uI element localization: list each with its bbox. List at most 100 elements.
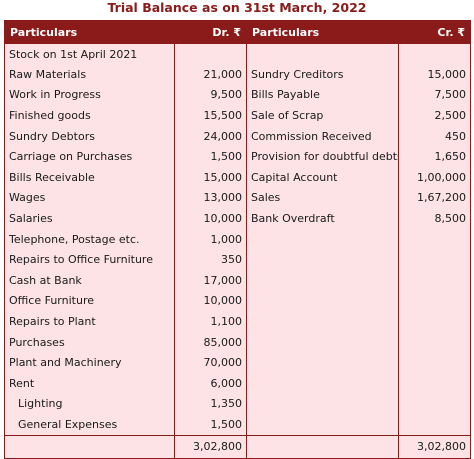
debit-amount: 1,100 (174, 311, 247, 332)
ledger-row: Rent 6,000 (4, 372, 471, 394)
credit-total: 3,02,800 (398, 434, 471, 459)
ledger-row: Carriage on Purchases 1,500 Provision for … (4, 146, 471, 167)
credit-amount: 7,500 (398, 84, 471, 106)
debit-account-name: Carriage on Purchases (4, 146, 175, 167)
debit-amount: 21,000 (174, 64, 247, 85)
credit-particulars-header: Particulars (246, 20, 399, 44)
credit-amount: 1,00,000 (398, 166, 471, 188)
ledger-row: Purchases 85,000 (4, 331, 471, 353)
debit-account-name: Finished goods (4, 105, 175, 126)
credit-account-name: Provision for doubtful debts (246, 146, 399, 167)
debit-account-name: Salaries (4, 208, 175, 229)
total-row: 3,02,800 3,02,800 (4, 434, 471, 459)
header-row: Particulars Dr. ₹ Particulars Cr. ₹ (4, 20, 471, 44)
document-title: Trial Balance as on 31st March, 2022 (107, 0, 367, 15)
credit-account-name: Sundry Creditors (246, 64, 399, 85)
ledger-row: Wages 13,000 Sales 1,67,200 (4, 187, 471, 209)
credit-amount: 15,000 (398, 64, 471, 85)
debit-account-name: Purchases (4, 331, 175, 353)
ledger-row: Repairs to Plant 1,100 (4, 311, 471, 332)
debit-particulars-header: Particulars (4, 20, 175, 44)
debit-amount: 1,000 (174, 228, 247, 250)
opening-stock-amount (174, 43, 247, 64)
credit-amount (398, 372, 471, 394)
ledger-row: Bills Receivable 15,000 Capital Account 1,0… (4, 166, 471, 188)
debit-account-name: Plant and Machinery (4, 352, 175, 373)
debit-account-name: Repairs to Plant (4, 311, 175, 332)
total-spacer-right (246, 434, 399, 459)
credit-account-name (246, 352, 399, 373)
ledger-row: Salaries 10,000 Bank Overdraft 8,500 (4, 208, 471, 229)
opening-stock-row: Stock on 1st April 2021 (4, 43, 471, 64)
ledger-row: Repairs to Office Furniture 350 (4, 249, 471, 270)
debit-amount-header: Dr. ₹ (174, 20, 247, 44)
debit-account-name: Wages (4, 187, 175, 209)
debit-amount: 13,000 (174, 187, 247, 209)
debit-account-name: Rent (4, 372, 175, 394)
credit-account-name (246, 393, 399, 415)
credit-account-name: Sale of Scrap (246, 105, 399, 126)
credit-account-name (246, 414, 399, 436)
ledger-row: Finished goods 15,500 Sale of Scrap 2,500 (4, 105, 471, 126)
debit-amount: 1,500 (174, 414, 247, 436)
credit-account-name (246, 290, 399, 312)
credit-amount (398, 414, 471, 436)
credit-amount (398, 228, 471, 250)
debit-amount: 6,000 (174, 372, 247, 394)
credit-amount: 2,500 (398, 105, 471, 126)
ledger-row: Sundry Debtors 24,000 Commission Received 4… (4, 125, 471, 147)
debit-account-name: Telephone, Postage etc. (4, 228, 175, 250)
credit-amount-header: Cr. ₹ (398, 20, 471, 44)
debit-amount: 15,000 (174, 166, 247, 188)
debit-amount: 24,000 (174, 125, 247, 147)
debit-amount: 10,000 (174, 290, 247, 312)
debit-account-name: Repairs to Office Furniture (4, 249, 175, 270)
credit-account-name: Bank Overdraft (246, 208, 399, 229)
credit-amount: 450 (398, 125, 471, 147)
credit-amount (398, 249, 471, 270)
ledger-row: Telephone, Postage etc. 1,000 (4, 228, 471, 250)
debit-amount: 17,000 (174, 269, 247, 291)
debit-account-name: Work in Progress (4, 84, 175, 106)
ledger-row: Lighting 1,350 (4, 393, 471, 415)
trial-balance-table: Particulars Dr. ₹ Particulars Cr. ₹ Stoc… (4, 20, 471, 459)
credit-amount: 8,500 (398, 208, 471, 229)
ledger-row: Plant and Machinery 70,000 (4, 352, 471, 373)
ledger-row: General Expenses 1,500 (4, 414, 471, 436)
opening-stock-credit-label (246, 43, 399, 64)
credit-amount: 1,67,200 (398, 187, 471, 209)
debit-amount: 85,000 (174, 331, 247, 353)
opening-stock-label: Stock on 1st April 2021 (4, 43, 175, 64)
debit-amount: 9,500 (174, 84, 247, 106)
ledger-row: Cash at Bank 17,000 (4, 269, 471, 291)
debit-amount: 15,500 (174, 105, 247, 126)
credit-account-name: Commission Received (246, 125, 399, 147)
ledger-row: Raw Materials 21,000 Sundry Creditors 15,00… (4, 64, 471, 85)
credit-amount (398, 311, 471, 332)
debit-total: 3,02,800 (174, 434, 247, 459)
debit-account-name: Office Furniture (4, 290, 175, 312)
credit-account-name (246, 228, 399, 250)
credit-amount (398, 290, 471, 312)
credit-amount: 1,650 (398, 146, 471, 167)
debit-amount: 1,500 (174, 146, 247, 167)
opening-stock-credit-amount (398, 43, 471, 64)
credit-account-name: Bills Payable (246, 84, 399, 106)
credit-account-name: Sales (246, 187, 399, 209)
debit-amount: 70,000 (174, 352, 247, 373)
total-spacer-left (4, 434, 175, 459)
credit-account-name (246, 269, 399, 291)
credit-account-name (246, 372, 399, 394)
credit-amount (398, 331, 471, 353)
debit-amount: 10,000 (174, 208, 247, 229)
credit-amount (398, 269, 471, 291)
credit-account-name: Capital Account (246, 166, 399, 188)
debit-amount: 350 (174, 249, 247, 270)
debit-account-name: Cash at Bank (4, 269, 175, 291)
debit-account-name: Lighting (4, 393, 175, 415)
credit-account-name (246, 331, 399, 353)
debit-account-name: Raw Materials (4, 64, 175, 85)
credit-account-name (246, 249, 399, 270)
credit-amount (398, 393, 471, 415)
debit-amount: 1,350 (174, 393, 247, 415)
